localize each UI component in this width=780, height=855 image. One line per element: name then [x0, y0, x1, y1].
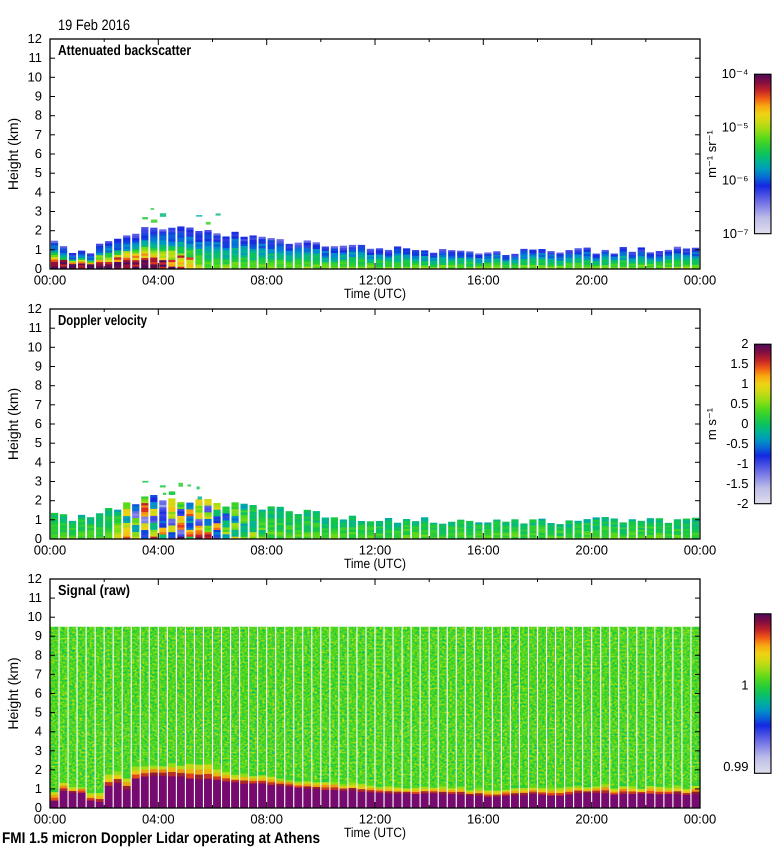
svg-text:0.99: 0.99 [723, 759, 748, 774]
svg-text:11: 11 [29, 320, 43, 335]
svg-text:Height (km): Height (km) [5, 388, 21, 460]
svg-text:19 Feb 2016: 19 Feb 2016 [58, 17, 130, 34]
svg-text:12: 12 [28, 571, 42, 586]
svg-text:00:00: 00:00 [684, 273, 717, 288]
svg-text:10: 10 [28, 69, 42, 84]
svg-text:Time (UTC): Time (UTC) [344, 556, 406, 571]
svg-text:1.5: 1.5 [730, 356, 748, 371]
svg-text:7: 7 [35, 397, 42, 412]
svg-text:2: 2 [35, 223, 42, 238]
svg-text:-2: -2 [737, 496, 749, 511]
svg-text:20:00: 20:00 [575, 543, 608, 558]
svg-text:4: 4 [35, 724, 42, 739]
svg-text:3: 3 [35, 474, 42, 489]
svg-text:6: 6 [35, 686, 42, 701]
svg-text:08:00: 08:00 [250, 543, 283, 558]
svg-text:Signal (raw): Signal (raw) [58, 583, 130, 599]
svg-text:16:00: 16:00 [467, 543, 500, 558]
svg-text:12: 12 [28, 301, 42, 316]
svg-text:20:00: 20:00 [575, 273, 608, 288]
svg-text:04:00: 04:00 [142, 543, 175, 558]
svg-text:6: 6 [35, 416, 42, 431]
svg-text:1: 1 [35, 242, 42, 257]
svg-text:04:00: 04:00 [142, 273, 175, 288]
svg-text:16:00: 16:00 [467, 812, 500, 827]
svg-text:0.5: 0.5 [730, 396, 748, 411]
svg-text:5: 5 [35, 435, 42, 450]
svg-text:10⁻⁶: 10⁻⁶ [722, 173, 749, 188]
svg-text:9: 9 [35, 628, 42, 643]
svg-text:10⁻⁷: 10⁻⁷ [722, 226, 748, 241]
svg-text:00:00: 00:00 [34, 273, 67, 288]
svg-text:7: 7 [35, 666, 42, 681]
svg-text:3: 3 [35, 743, 42, 758]
svg-text:Time (UTC): Time (UTC) [344, 286, 406, 301]
svg-text:9: 9 [35, 89, 42, 104]
svg-text:10⁻⁴: 10⁻⁴ [722, 66, 749, 81]
svg-text:16:00: 16:00 [467, 273, 500, 288]
svg-text:7: 7 [35, 127, 42, 142]
svg-text:FMI 1.5 micron Doppler Lidar o: FMI 1.5 micron Doppler Lidar operating a… [2, 830, 320, 847]
svg-text:-1: -1 [737, 456, 749, 471]
svg-text:-1.5: -1.5 [726, 476, 748, 491]
svg-text:8: 8 [35, 647, 42, 662]
svg-text:08:00: 08:00 [250, 812, 283, 827]
svg-text:11: 11 [29, 50, 43, 65]
svg-text:Height (km): Height (km) [5, 657, 21, 729]
svg-text:8: 8 [35, 108, 42, 123]
svg-text:2: 2 [35, 493, 42, 508]
svg-text:2: 2 [35, 762, 42, 777]
svg-text:00:00: 00:00 [684, 543, 717, 558]
svg-text:Attenuated backscatter: Attenuated backscatter [58, 43, 191, 59]
svg-text:6: 6 [35, 146, 42, 161]
svg-text:20:00: 20:00 [575, 812, 608, 827]
svg-text:4: 4 [35, 454, 42, 469]
svg-text:1: 1 [35, 512, 42, 527]
svg-text:1: 1 [741, 678, 748, 693]
svg-text:4: 4 [35, 184, 42, 199]
svg-text:2: 2 [741, 336, 748, 351]
svg-text:m s⁻¹: m s⁻¹ [704, 407, 719, 440]
svg-text:10⁻⁵: 10⁻⁵ [722, 119, 749, 134]
svg-text:00:00: 00:00 [34, 543, 67, 558]
svg-text:1: 1 [741, 376, 748, 391]
svg-text:04:00: 04:00 [142, 812, 175, 827]
svg-text:0: 0 [741, 416, 748, 431]
svg-text:Time (UTC): Time (UTC) [344, 825, 406, 840]
svg-text:-0.5: -0.5 [726, 436, 748, 451]
svg-text:3: 3 [35, 204, 42, 219]
svg-text:5: 5 [35, 705, 42, 720]
svg-text:5: 5 [35, 165, 42, 180]
svg-text:00:00: 00:00 [34, 812, 67, 827]
svg-text:10: 10 [28, 339, 42, 354]
svg-text:9: 9 [35, 359, 42, 374]
svg-text:10: 10 [28, 609, 42, 624]
svg-text:11: 11 [29, 590, 43, 605]
svg-text:m⁻¹ sr⁻¹: m⁻¹ sr⁻¹ [704, 130, 719, 178]
svg-text:Height (km): Height (km) [5, 118, 21, 190]
svg-text:12: 12 [28, 31, 42, 46]
svg-text:1: 1 [35, 781, 42, 796]
svg-text:Doppler velocity: Doppler velocity [58, 313, 147, 329]
svg-text:8: 8 [35, 378, 42, 393]
svg-text:08:00: 08:00 [250, 273, 283, 288]
svg-text:00:00: 00:00 [684, 812, 717, 827]
